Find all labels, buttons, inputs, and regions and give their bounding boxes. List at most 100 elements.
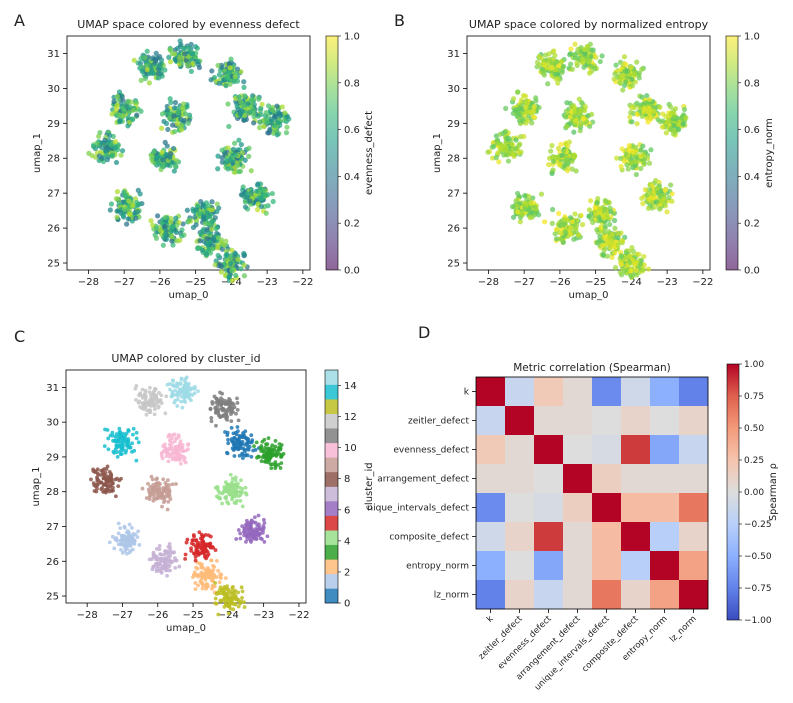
scatter-point (639, 195, 645, 201)
heatmap-cell (505, 551, 535, 581)
scatter-point (578, 122, 584, 128)
scatter-point (647, 113, 653, 119)
scatter-point (178, 441, 182, 446)
scatter-point (551, 48, 557, 54)
scatter-point (594, 200, 600, 206)
scatter-point (170, 145, 177, 152)
scatter-point (514, 203, 520, 209)
scatter-point (521, 133, 527, 140)
heatmap-cell (650, 464, 680, 494)
scatter-point (549, 170, 555, 177)
heatmap-cell (592, 580, 622, 610)
scatter-point (148, 410, 153, 415)
scatter-point (613, 62, 619, 68)
scatter-point (244, 492, 249, 497)
scatter-point (240, 589, 245, 594)
scatter-point (565, 157, 571, 163)
scatter-point (140, 486, 145, 491)
colorbar-tick-label: 0.6 (744, 125, 760, 136)
scatter-point (159, 111, 166, 117)
scatter-point (135, 202, 141, 208)
colorbar-tick-label: 1.00 (744, 360, 764, 370)
scatter-point (641, 262, 647, 268)
scatter-point (212, 394, 217, 399)
scatter-point (144, 67, 150, 73)
scatter-point (242, 605, 247, 610)
scatter-point (618, 253, 625, 260)
scatter-point (522, 206, 528, 212)
scatter-point (261, 524, 266, 528)
scatter-point (269, 190, 275, 197)
scatter-point (590, 219, 596, 226)
colorbar-label: evenness_defect (364, 111, 375, 195)
scatter-point (98, 149, 104, 155)
scatter-point (136, 400, 141, 405)
scatter-point (251, 120, 257, 126)
scatter-point (236, 447, 241, 452)
scatter-point (534, 59, 541, 65)
scatter-point (268, 116, 275, 122)
colorbar-segment (325, 515, 338, 531)
scatter-point (119, 148, 126, 154)
heatmap-cell (534, 406, 564, 436)
scatter-point (228, 472, 233, 477)
scatter-point (197, 530, 202, 535)
scatter-point (584, 58, 591, 64)
scatter-point (140, 395, 145, 400)
panel-a-chart: UMAP space colored by evenness defect−28… (32, 18, 375, 301)
colorbar-segment (325, 442, 338, 458)
scatter-point (239, 150, 245, 156)
colorbar-segment (325, 399, 338, 414)
y-tick-label: 30 (47, 84, 60, 95)
scatter-point (226, 589, 231, 594)
scatter-point (641, 156, 648, 162)
scatter-point (513, 198, 519, 204)
heatmap-cell (476, 435, 506, 465)
scatter-point (545, 81, 551, 87)
scatter-point (240, 451, 245, 456)
scatter-point (660, 198, 666, 204)
scatter-point (121, 106, 127, 113)
colorbar-segment (325, 501, 338, 516)
scatter-point (527, 104, 534, 110)
scatter-point (152, 407, 157, 412)
scatter-point (169, 50, 175, 57)
scatter-point (202, 221, 208, 227)
scatter-point (238, 266, 244, 272)
scatter-point (185, 537, 190, 542)
scatter-point (198, 198, 204, 205)
scatter-point (243, 485, 248, 490)
scatter-point (667, 104, 674, 110)
scatter-point (595, 195, 601, 202)
scatter-point (590, 47, 596, 53)
scatter-point (215, 403, 220, 408)
scatter-point (148, 385, 152, 390)
scatter-point (116, 521, 121, 526)
scatter-point (645, 266, 652, 272)
scatter-point (633, 144, 639, 150)
colorbar-tick-label: 0.50 (744, 424, 764, 434)
scatter-point (239, 599, 244, 604)
scatter-point (117, 118, 123, 124)
scatter-point (513, 137, 519, 143)
x-tick-label: −28 (77, 610, 98, 621)
heatmap-cell (650, 377, 680, 407)
panel-c-chart: UMAP colored by cluster_id−28 −27 −26 −25 −2… (31, 352, 375, 634)
scatter-point (154, 547, 159, 551)
scatter-point (600, 251, 606, 258)
scatter-point (270, 198, 276, 205)
scatter-point (657, 206, 663, 212)
scatter-point (559, 152, 565, 159)
scatter-point (196, 583, 200, 588)
scatter-point (625, 166, 631, 172)
y-tick-label: k (464, 388, 470, 398)
scatter-point (164, 107, 171, 113)
scatter-point (227, 482, 231, 487)
scatter-point (163, 120, 170, 127)
scatter-point (191, 551, 196, 556)
scatter-point (193, 554, 198, 559)
scatter-point (275, 120, 281, 126)
colorbar-tick-label: 0.0 (344, 266, 360, 277)
scatter-point (208, 406, 213, 411)
scatter-point (564, 123, 570, 129)
